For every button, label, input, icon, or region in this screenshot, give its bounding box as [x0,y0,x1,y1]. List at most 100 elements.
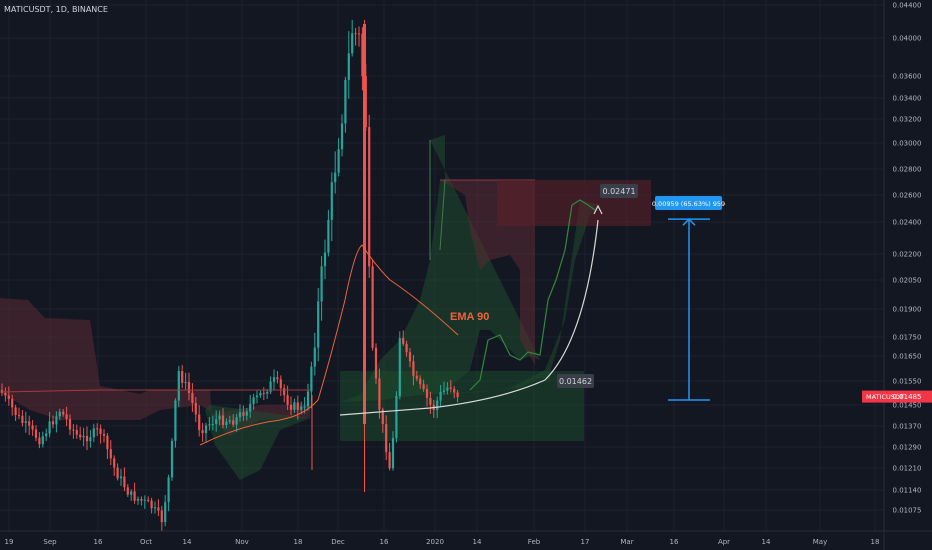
candle-body [388,452,391,469]
candle-body [75,430,78,435]
price-tick-label: 0.02050 [893,277,922,285]
candle-body [259,392,262,396]
candle-body [344,79,347,124]
last-price-tag [862,390,932,403]
candle-body [92,428,95,438]
candle-body [228,420,231,422]
candle-body [96,428,99,430]
price-tick-label: 0.03400 [893,95,922,103]
candle-body [296,402,299,410]
measure-label-box [655,196,722,210]
price-tick-label: 0.01900 [893,306,922,314]
price-tick-label: 0.01650 [893,353,922,361]
time-tick-label: 18 [294,538,303,546]
annotations: EMA 90 0.02471 0.01462 0.00959 (65.63%) 959 [450,184,725,401]
candle-body [126,487,129,495]
candle-body [317,301,320,348]
candle-body [368,127,371,267]
cloud-green-area [205,405,310,480]
candle-body [201,430,204,434]
candle-body [58,411,61,417]
candle-body [361,33,364,77]
candle-body [449,387,452,389]
candle-body [136,498,140,501]
candle-body [62,411,65,415]
candle-body [174,400,177,441]
candle-body [415,375,418,379]
candle-body [242,412,245,416]
candle-body [398,338,401,397]
price-tick-label: 0.02200 [893,251,922,259]
price-tick-label: 0.03200 [893,116,922,124]
candle-body [211,423,214,425]
candle-body [221,415,225,425]
target-label: 0.02471 [602,187,635,196]
candle-body [283,388,286,396]
time-tick-label: 19 [5,538,14,546]
candle-body [442,390,446,392]
candle-body [153,507,157,509]
time-tick-label: Feb [528,538,541,546]
candle-body [109,449,112,459]
candle-body [310,366,313,392]
time-axis[interactable]: 19 Sep 16 Oct 14 Nov 18 Dec 16 2020 14 Feb 17 Mar 16 Ap… [0,530,932,546]
candle-body [150,500,153,509]
candle-body [232,420,235,425]
candle-body [272,377,276,382]
candle-body [116,467,119,479]
candle-body [106,435,109,450]
candle-body [422,384,425,390]
candle-body [456,392,459,398]
candle-body [4,392,7,396]
candle-body [198,414,201,431]
candle-body [140,498,143,501]
candle-body [17,414,21,416]
time-tick-label: Dec [331,538,345,546]
price-tick-label: 0.03000 [893,140,922,148]
candle-body [303,406,306,408]
candle-body [21,415,24,424]
cloud-red-future [440,180,535,365]
candle-body [436,400,439,411]
profit-zone-entry [340,371,584,441]
candle-body [48,421,51,434]
candle-body [306,391,310,407]
price-tick-label: 0.01450 [893,402,922,410]
candle-body [405,343,408,353]
candle-body [89,437,92,442]
candle-body [79,434,82,438]
ichimoku-cloud [0,135,600,480]
entry-label: 0.01462 [559,377,592,386]
candle-body [31,425,34,430]
candle-body [164,502,167,523]
candle-body [378,378,381,410]
candle-body [412,361,415,376]
candle-body [347,53,350,80]
candle-body [279,379,282,389]
candle-body [123,476,126,488]
price-tick-label: 0.01750 [893,334,922,342]
candle-body [191,392,194,403]
candle-body [429,397,432,405]
candle-body [320,266,323,302]
time-tick-label: Oct [140,538,152,546]
candle-body [419,378,422,385]
target-label-box [600,184,638,198]
price-tick-label: 0.01290 [893,444,922,452]
last-price-value: 0.01485 [893,393,922,401]
candle-body [102,433,106,436]
candle-body [293,402,296,410]
candle-body [28,421,31,426]
time-tick-label: 14 [183,538,192,546]
time-tick-label: May [813,538,827,546]
candle-body [99,428,102,434]
candle-body [218,415,221,420]
entry-label-box [557,374,594,388]
candle-body [235,417,238,425]
candle-body [177,371,180,401]
price-axis[interactable]: 0.04400 0.04000 0.03600 0.03400 0.03200 0.030… [862,0,932,550]
symbol-title: MATICUSDT, 1D, BINANCE [4,5,108,14]
candle-body [225,421,228,425]
candle-body [408,352,412,362]
